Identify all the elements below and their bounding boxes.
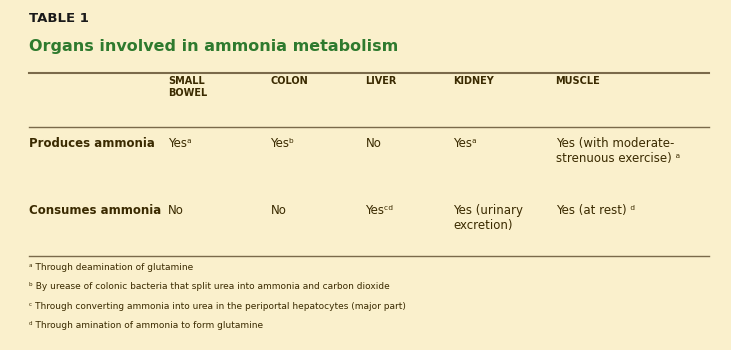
Text: Organs involved in ammonia metabolism: Organs involved in ammonia metabolism [29, 39, 398, 54]
Text: No: No [366, 138, 382, 150]
Text: TABLE 1: TABLE 1 [29, 12, 89, 25]
Text: ᶜ Through converting ammonia into urea in the periportal hepatocytes (major part: ᶜ Through converting ammonia into urea i… [29, 302, 406, 311]
Text: SMALL
BOWEL: SMALL BOWEL [168, 76, 208, 98]
Text: ᵈ Through amination of ammonia to form glutamine: ᵈ Through amination of ammonia to form g… [29, 321, 263, 330]
Text: Yes (at rest) ᵈ: Yes (at rest) ᵈ [556, 204, 635, 217]
Text: MUSCLE: MUSCLE [556, 76, 600, 86]
Text: Yesᵃ: Yesᵃ [168, 138, 192, 150]
Text: No: No [270, 204, 287, 217]
Text: ᵃ Through deamination of glutamine: ᵃ Through deamination of glutamine [29, 263, 194, 272]
Text: Yes (with moderate-
strenuous exercise) ᵃ: Yes (with moderate- strenuous exercise) … [556, 138, 680, 166]
Text: KIDNEY: KIDNEY [453, 76, 494, 86]
Text: No: No [168, 204, 184, 217]
Text: Yes (urinary
excretion): Yes (urinary excretion) [453, 204, 523, 232]
Text: Yesᶜᵈ: Yesᶜᵈ [366, 204, 393, 217]
Text: Produces ammonia: Produces ammonia [29, 138, 155, 150]
Text: Yesᵇ: Yesᵇ [270, 138, 295, 150]
Text: Consumes ammonia: Consumes ammonia [29, 204, 162, 217]
Text: Yesᵃ: Yesᵃ [453, 138, 477, 150]
Text: COLON: COLON [270, 76, 308, 86]
Text: LIVER: LIVER [366, 76, 397, 86]
Text: ᵇ By urease of colonic bacteria that split urea into ammonia and carbon dioxide: ᵇ By urease of colonic bacteria that spl… [29, 282, 390, 292]
